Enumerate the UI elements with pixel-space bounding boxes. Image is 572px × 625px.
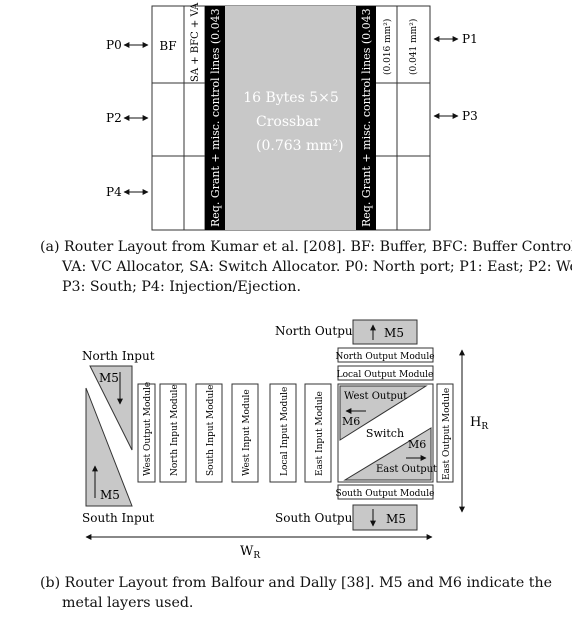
caption-a-line2: VA: VC Allocator, SA: Switch Allocator. …	[62, 259, 572, 275]
right-bar-label: Req. Grant + misc. control lines (0.043 …	[360, 0, 373, 227]
module-box	[304, 383, 332, 483]
router-layout-b: North Output M5 North Input M5 M5 South …	[82, 319, 488, 561]
south-input-m5-wedge	[85, 387, 133, 507]
router-layout-a: BF SA + BFC + VA Req. Grant + misc. cont…	[106, 0, 478, 231]
south-output-m5: M5	[386, 512, 406, 526]
north-output-module-label: North Output Module	[335, 352, 434, 362]
crossbar-block	[225, 6, 356, 230]
port-p2-label: P2	[106, 111, 122, 125]
north-input-label: North Input	[82, 349, 155, 363]
module-box	[137, 383, 156, 483]
module-label: West Output Module	[143, 382, 153, 476]
height-dimension-label: HR	[470, 415, 488, 432]
west-output-m6: M6	[342, 415, 360, 428]
height-label-main: H	[470, 415, 481, 430]
south-output-module-box	[337, 484, 434, 500]
caption-a-line1: (a) Router Layout from Kumar et al. [208…	[40, 239, 572, 255]
sa-bfc-va-label: SA + BFC + VA	[190, 2, 201, 82]
crossbar-line2: Crossbar	[256, 114, 321, 130]
south-input-label: South Input	[82, 511, 154, 525]
right-control-bar	[356, 6, 376, 230]
crossbar-line3: (0.763 mm²)	[256, 138, 344, 154]
left-control-bar	[205, 6, 225, 230]
module-box	[159, 383, 187, 483]
south-output-label: South Output	[275, 511, 357, 525]
north-output-label: North Output	[275, 324, 358, 338]
west-output-label: West Output	[344, 391, 407, 402]
south-output-module-label: South Output Module	[336, 489, 435, 499]
north-input-m5-wedge	[89, 365, 133, 451]
switch-label: Switch	[366, 427, 404, 440]
port-p1-label: P1	[462, 32, 478, 46]
crossbar-line1: 16 Bytes 5×5	[243, 90, 339, 106]
south-input-m5: M5	[100, 488, 120, 502]
module-box	[231, 383, 259, 483]
caption-a-line3: P3: South; P4: Injection/Ejection.	[62, 279, 301, 295]
module-label: West Input Module	[242, 389, 252, 476]
width-label-main: W	[240, 544, 254, 559]
local-output-module-box	[337, 365, 434, 381]
width-label-sub: R	[253, 551, 260, 561]
bf-label: BF	[159, 39, 176, 53]
module-label: South Input Module	[206, 385, 216, 476]
east-output-label: East Output	[376, 464, 437, 475]
east-output-module-label: East Output Module	[442, 388, 452, 480]
module-label: Local Input Module	[280, 387, 290, 476]
caption-a: (a) Router Layout from Kumar et al. [208…	[40, 237, 572, 297]
module-label: North Input Module	[170, 384, 180, 476]
east-output-m6-wedge	[343, 427, 432, 481]
module-label: East Input Module	[315, 391, 325, 476]
module-box	[269, 383, 297, 483]
area-label-2: (0.041 mm²)	[408, 19, 419, 75]
caption-b: (b) Router Layout from Balfour and Dally…	[40, 573, 560, 613]
west-output-m6-wedge	[339, 385, 428, 441]
east-output-m6: M6	[408, 438, 426, 451]
module-box	[195, 383, 223, 483]
south-output-m5-block	[352, 504, 418, 531]
left-bar-label: Req. Grant + misc. control lines (0.043 …	[209, 0, 222, 227]
north-output-m5: M5	[384, 326, 404, 340]
north-output-module-box	[337, 347, 434, 363]
north-output-m5-block	[352, 319, 418, 345]
area-label-1: (0.016 mm²)	[382, 19, 393, 75]
north-input-m5: M5	[99, 371, 119, 385]
width-dimension-label: WR	[240, 544, 260, 561]
port-p0-label: P0	[106, 38, 122, 52]
caption-b-line1: (b) Router Layout from Balfour and Dally…	[40, 575, 552, 591]
port-p3-label: P3	[462, 109, 478, 123]
east-output-module-box	[436, 383, 454, 483]
port-p4-label: P4	[106, 185, 122, 199]
local-output-module-label: Local Output Module	[337, 370, 434, 380]
height-label-sub: R	[481, 422, 488, 432]
caption-b-line2: metal layers used.	[62, 595, 194, 611]
